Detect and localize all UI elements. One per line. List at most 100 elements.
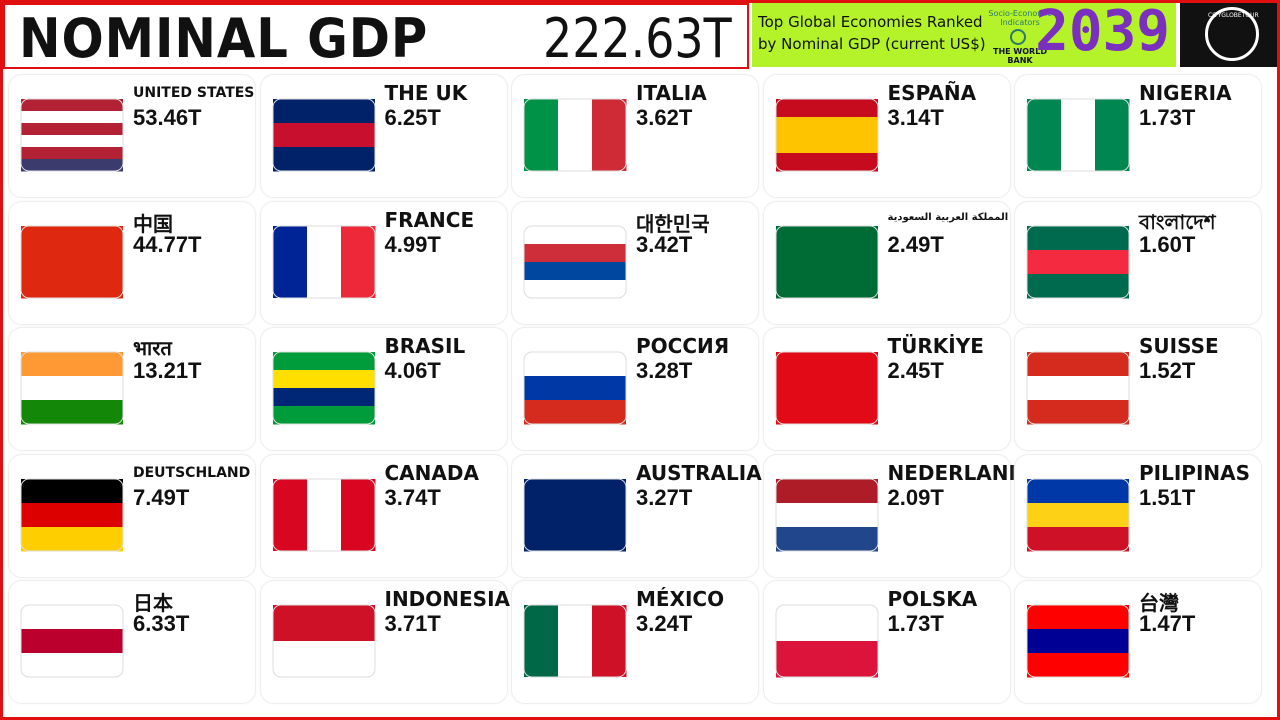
flag-map (20, 351, 124, 425)
country-name: NIGERIA (1139, 81, 1232, 105)
flag-stripe (1095, 99, 1130, 171)
gdp-value: 4.99T (384, 231, 441, 257)
country-name: 대한민국 (636, 211, 710, 236)
country-card: বাংলাদেশ 1.60T (1014, 200, 1262, 325)
country-name: BRASIL (384, 334, 466, 358)
country-name: POLSKA (887, 587, 978, 611)
flag-stripe (1027, 629, 1129, 654)
subtitle: by Nominal GDP (current US$) (758, 35, 986, 53)
flag-outline (20, 225, 124, 298)
flag-outline (272, 478, 375, 551)
gdp-value: 2.49T (887, 231, 944, 257)
flag-stripe (1027, 376, 1129, 401)
gdp-value: 6.25T (384, 105, 441, 130)
flag-map (1026, 478, 1130, 551)
gdp-value: 3.71T (384, 611, 441, 636)
logo: CITYGLOBETOUR (1205, 7, 1259, 61)
country-card: AUSTRALIA 3.27T (511, 453, 762, 578)
flag-stripe (1027, 99, 1062, 171)
flag-stripe (524, 225, 626, 244)
flag-map (272, 351, 375, 425)
flag-outline (20, 98, 124, 172)
flag-stripe (1027, 605, 1129, 630)
flag-stripe (272, 478, 307, 551)
flag-outline (1026, 604, 1130, 678)
country-card: THE UK 6.25T (259, 74, 508, 198)
flag-map (523, 604, 627, 678)
logo-text: CITYGLOBETOUR (1208, 12, 1259, 19)
country-card: CANADA 3.74T (259, 453, 508, 578)
gdp-value: 3.74T (384, 484, 441, 510)
gdp-value: 2.09T (887, 484, 944, 510)
flag-map (523, 351, 627, 425)
flag-stripe (21, 159, 123, 172)
flag-stripe (1027, 478, 1129, 503)
country-card: MÉXICO 3.24T (511, 580, 759, 704)
country-card: SUISSE 1.52T (1014, 327, 1262, 451)
country-card: TÜRKİYE 2.45T (762, 327, 1011, 451)
flag-stripe (775, 117, 878, 136)
flag-outline (775, 98, 878, 172)
country-name: ESPAÑA (887, 81, 977, 105)
flag-stripe (272, 641, 375, 678)
flag-stripe (524, 279, 626, 298)
flag-stripe (340, 225, 375, 298)
flag-stripe (558, 99, 593, 171)
flag-stripe (524, 261, 626, 280)
flag-stripe (21, 526, 123, 551)
flag-stripe (524, 400, 626, 425)
flag-map (775, 98, 878, 172)
flag-stripe (272, 388, 375, 407)
gdp-value: 6.33T (133, 611, 190, 636)
country-card: 台灣 1.47T (1014, 580, 1262, 704)
flag-map (1026, 225, 1130, 298)
flag-outline (775, 604, 878, 678)
flag-map (523, 225, 627, 298)
flag-outline (272, 351, 375, 425)
flag-stripe (775, 135, 878, 154)
country-card: भारत 13.21T (8, 327, 256, 451)
flag-stripe (272, 225, 307, 298)
gdp-value: 3.14T (887, 105, 944, 130)
country-name: DEUTSCHLAND (133, 464, 251, 481)
flag-map (272, 478, 375, 551)
flag-stripe (306, 225, 341, 298)
flag-stripe (21, 502, 123, 527)
logo-box: CITYGLOBETOUR (1180, 3, 1277, 67)
flag-outline (523, 351, 627, 425)
gdp-value: 44.77T (133, 231, 202, 257)
gdp-value: 53.46T (133, 105, 202, 130)
flag-stripe (272, 99, 375, 124)
country-name: NEDERLAND (887, 460, 1026, 485)
flag-stripe (775, 526, 878, 551)
flag-stripe (524, 352, 626, 377)
country-card: POLSKA 1.73T (762, 580, 1011, 704)
gdp-value: 2.45T (887, 358, 944, 383)
country-name: CANADA (384, 460, 479, 485)
gdp-value: 13.21T (133, 358, 202, 383)
flag-stripe (524, 99, 559, 171)
flag-map (775, 478, 878, 551)
flag-stripe (592, 605, 627, 677)
flag-stripe (21, 123, 123, 136)
country-card: 日本 6.33T (8, 580, 256, 704)
gdp-value: 1.73T (1139, 105, 1196, 130)
flag-stripe (1027, 225, 1129, 250)
flag-stripe (21, 478, 123, 503)
flag-stripe (21, 352, 123, 377)
flag-stripe (306, 478, 341, 551)
gdp-value: 3.27T (636, 484, 693, 510)
flag-stripe (1027, 352, 1129, 377)
flag-outline (272, 225, 375, 298)
gdp-value: 1.51T (1139, 484, 1196, 510)
flag-outline (272, 98, 375, 172)
gdp-value: 3.62T (636, 105, 693, 130)
country-card: DEUTSCHLAND 7.49T (8, 453, 256, 578)
country-name: INDONESIA (384, 587, 511, 611)
flag-stripe (775, 99, 878, 118)
flag-stripe (21, 147, 123, 160)
gdp-value: 3.42T (636, 231, 693, 257)
country-name: 台灣 (1139, 591, 1179, 615)
flag-stripe (21, 400, 123, 425)
